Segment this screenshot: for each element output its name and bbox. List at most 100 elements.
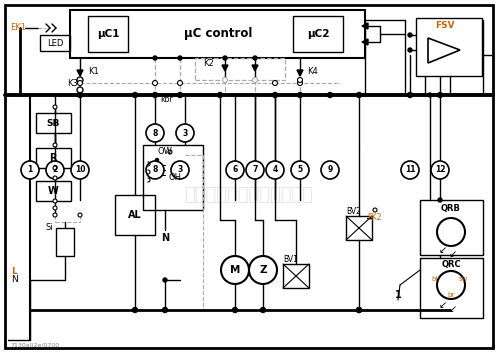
Text: Si: Si [45, 223, 53, 233]
Text: ↙: ↙ [439, 300, 447, 310]
Bar [36, 181, 71, 201]
Text: FSV: FSV [435, 20, 455, 30]
Text: L: L [11, 268, 17, 276]
Circle shape [297, 80, 302, 85]
Bar [420, 258, 483, 318]
Bar [195, 58, 285, 80]
Text: ↙: ↙ [449, 304, 457, 314]
Bar [40, 35, 70, 51]
Circle shape [431, 161, 449, 179]
Text: SB: SB [46, 119, 60, 127]
Circle shape [163, 278, 167, 282]
Circle shape [438, 198, 442, 202]
Text: K2: K2 [203, 59, 213, 67]
Text: 4: 4 [272, 166, 277, 174]
Circle shape [78, 80, 83, 85]
Circle shape [357, 92, 362, 97]
Text: LED: LED [47, 38, 63, 48]
Text: R: R [49, 153, 57, 163]
Text: sw: sw [458, 276, 468, 282]
Circle shape [77, 87, 83, 93]
Text: ↙: ↙ [449, 249, 457, 259]
Bar [416, 18, 482, 76]
Text: ↙: ↙ [439, 245, 447, 255]
Text: BV2: BV2 [346, 208, 361, 216]
Bar [56, 228, 74, 256]
Circle shape [233, 307, 238, 312]
Circle shape [21, 161, 39, 179]
Circle shape [407, 92, 412, 97]
Circle shape [428, 93, 432, 97]
Circle shape [297, 78, 302, 83]
Circle shape [357, 307, 362, 312]
Text: 上海随心电子科技有限公司: 上海随心电子科技有限公司 [184, 186, 314, 204]
Bar [420, 200, 483, 255]
Polygon shape [252, 65, 258, 71]
Circle shape [152, 80, 157, 85]
Circle shape [53, 199, 57, 203]
Circle shape [249, 256, 277, 284]
Circle shape [132, 307, 137, 312]
Text: kbr: kbr [161, 96, 173, 104]
Circle shape [357, 307, 362, 312]
Circle shape [291, 161, 309, 179]
Circle shape [146, 124, 164, 142]
Circle shape [153, 56, 157, 60]
Circle shape [162, 307, 167, 312]
Circle shape [437, 218, 465, 246]
Text: OW: OW [157, 148, 172, 156]
Text: 3: 3 [182, 128, 188, 138]
Bar [36, 148, 71, 168]
Circle shape [321, 161, 339, 179]
Text: N: N [11, 275, 18, 285]
Text: 7130a02e/0700: 7130a02e/0700 [10, 342, 59, 347]
Polygon shape [222, 65, 228, 71]
Text: W: W [48, 186, 58, 196]
Text: QRC: QRC [441, 261, 461, 269]
Bar [70, 10, 365, 58]
Circle shape [178, 56, 182, 60]
Circle shape [146, 161, 164, 179]
Text: 6: 6 [233, 166, 238, 174]
Circle shape [438, 92, 443, 97]
Circle shape [71, 161, 89, 179]
Bar [346, 216, 372, 240]
Text: K4: K4 [308, 67, 318, 77]
Circle shape [78, 213, 82, 217]
Circle shape [246, 161, 264, 179]
Circle shape [53, 213, 57, 217]
Circle shape [328, 92, 333, 97]
Text: bl: bl [432, 276, 438, 282]
Circle shape [260, 307, 265, 312]
Circle shape [437, 271, 465, 299]
Circle shape [177, 92, 182, 97]
Circle shape [177, 80, 182, 85]
Circle shape [46, 161, 64, 179]
Bar [143, 145, 203, 210]
Circle shape [132, 92, 137, 97]
Text: 1: 1 [394, 290, 401, 300]
Bar [293, 16, 343, 52]
Circle shape [266, 161, 284, 179]
Text: 2: 2 [52, 166, 58, 174]
Circle shape [297, 92, 302, 97]
Text: QRB: QRB [441, 203, 461, 213]
Bar [283, 264, 309, 288]
Text: EK1: EK1 [10, 24, 26, 32]
Bar [115, 195, 155, 235]
Circle shape [223, 78, 228, 83]
Circle shape [408, 48, 412, 52]
Text: 1: 1 [27, 166, 33, 174]
Polygon shape [297, 70, 303, 76]
Circle shape [168, 150, 172, 154]
Circle shape [152, 92, 157, 97]
Text: K3: K3 [68, 78, 79, 88]
Text: μC1: μC1 [97, 29, 119, 39]
Circle shape [408, 33, 412, 37]
Text: BV1: BV1 [283, 256, 298, 264]
Circle shape [218, 92, 223, 97]
Circle shape [77, 77, 83, 83]
Circle shape [155, 158, 158, 162]
Circle shape [226, 161, 244, 179]
Circle shape [373, 208, 377, 212]
